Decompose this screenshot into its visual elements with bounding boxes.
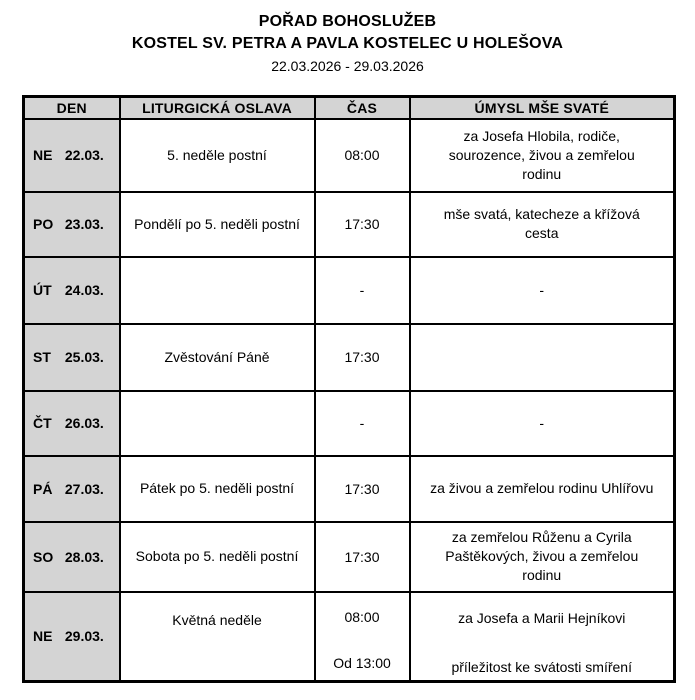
day-date: 28.03. (64, 548, 104, 565)
document-title: POŘAD BOHOSLUŽEB (258, 13, 437, 30)
time-entry-afternoon: Od 13:00 (333, 654, 391, 671)
table-row: ČT 26.03. - - (22, 389, 676, 457)
day-cell: SO 28.03. (22, 520, 121, 593)
day-date: 24.03. (64, 282, 104, 298)
intention-cell (408, 322, 676, 392)
day-abbr: SO (33, 548, 54, 565)
intention-cell: - (408, 389, 676, 457)
column-header-liturgicka-oslava: LITURGICKÁ OSLAVA (118, 95, 316, 120)
day-cell: PO 23.03. (22, 190, 121, 258)
intention-cell: za Josefa Hlobila, rodiče, sourozence, ž… (408, 117, 676, 193)
time-cell: 17:30 (313, 520, 411, 593)
intention-cell: za zemřelou Růženu a Cyrila Paštěkových,… (408, 520, 676, 593)
column-header-cas: ČAS (313, 95, 411, 120)
day-abbr: ÚT (33, 282, 52, 298)
time-entry-morning: 08:00 (344, 608, 380, 625)
celebration-cell (118, 255, 316, 325)
day-abbr: ČT (33, 415, 52, 431)
time-cell: 08:00 (313, 117, 411, 193)
celebration-cell: Zvěstování Páně (118, 322, 316, 392)
table-row: PÁ 27.03. Pátek po 5. neděli postní 17:3… (22, 454, 676, 523)
celebration-cell: Pondělí po 5. neděli postní (118, 190, 316, 258)
day-date: 27.03. (64, 480, 104, 497)
time-cell: 08:00 Od 13:00 (313, 590, 411, 683)
day-cell: NE 22.03. (22, 117, 121, 193)
day-abbr: PÁ (33, 480, 53, 497)
table-header-row: DEN LITURGICKÁ OSLAVA ČAS ÚMYSL MŠE SVAT… (22, 95, 676, 120)
day-cell: ST 25.03. (22, 322, 121, 392)
intention-cell: za živou a zemřelou rodinu Uhlířovu (408, 454, 676, 523)
time-cell: - (313, 389, 411, 457)
intention-cell: - (408, 255, 676, 325)
table-row: ÚT 24.03. - - (22, 255, 676, 325)
day-cell: NE 29.03. (22, 590, 121, 683)
time-cell: 17:30 (313, 322, 411, 392)
schedule-table: DEN LITURGICKÁ OSLAVA ČAS ÚMYSL MŠE SVAT… (22, 95, 676, 683)
celebration-cell: Pátek po 5. neděli postní (118, 454, 316, 523)
day-abbr: PO (33, 216, 54, 232)
column-header-den: DEN (22, 95, 121, 120)
celebration-cell: Květná neděle (118, 590, 316, 683)
day-date: 23.03. (64, 216, 104, 232)
table-row: NE 29.03. Květná neděle 08:00 Od 13:00 z… (22, 590, 676, 683)
day-date: 22.03. (64, 147, 104, 163)
table-row: PO 23.03. Pondělí po 5. neděli postní 17… (22, 190, 676, 258)
column-header-umysl-mse-svate: ÚMYSL MŠE SVATÉ (408, 95, 676, 120)
table-row: SO 28.03. Sobota po 5. neděli postní 17:… (22, 520, 676, 593)
date-range: 22.03.2026 - 29.03.2026 (271, 58, 424, 74)
intention-entry-morning: za Josefa a Marii Hejníkovi (458, 609, 626, 626)
intention-cell: mše svatá, katecheze a křížová cesta (408, 190, 676, 258)
day-date: 26.03. (64, 415, 104, 431)
celebration-cell: Sobota po 5. neděli postní (118, 520, 316, 593)
day-date: 29.03. (64, 628, 104, 645)
table-row: NE 22.03. 5. neděle postní 08:00 za Jose… (22, 117, 676, 193)
document-subtitle: KOSTEL SV. PETRA A PAVLA KOSTELEC U HOLE… (131, 35, 564, 52)
day-date: 25.03. (64, 349, 104, 365)
title-block: POŘAD BOHOSLUŽEB KOSTEL SV. PETRA A PAVL… (0, 11, 695, 76)
day-abbr: NE (33, 628, 53, 645)
table-row: ST 25.03. Zvěstování Páně 17:30 (22, 322, 676, 392)
day-cell: ÚT 24.03. (22, 255, 121, 325)
intention-entry-afternoon: příležitost ke svátosti smíření (451, 658, 632, 675)
day-abbr: NE (33, 147, 53, 163)
day-abbr: ST (33, 349, 51, 365)
day-cell: PÁ 27.03. (22, 454, 121, 523)
celebration-cell: 5. neděle postní (118, 117, 316, 193)
intention-cell: za Josefa a Marii Hejníkovi příležitost … (408, 590, 676, 683)
time-cell: 17:30 (313, 190, 411, 258)
celebration-cell (118, 389, 316, 457)
day-cell: ČT 26.03. (22, 389, 121, 457)
time-cell: 17:30 (313, 454, 411, 523)
time-cell: - (313, 255, 411, 325)
